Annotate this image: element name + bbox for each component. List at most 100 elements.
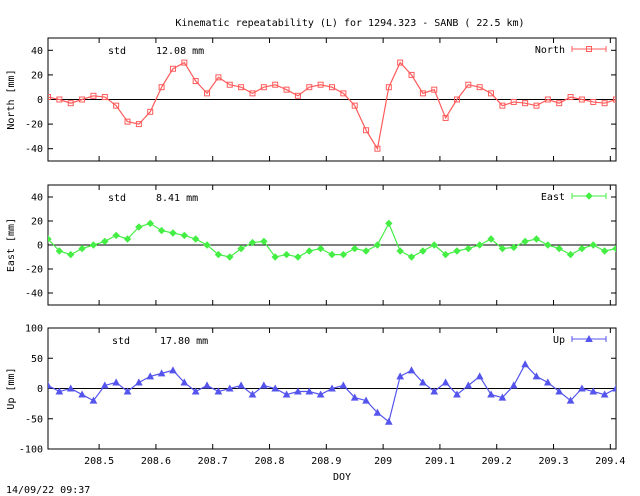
data-point <box>329 84 335 91</box>
data-point <box>48 381 52 389</box>
data-point <box>487 235 495 243</box>
series-line <box>48 363 616 423</box>
data-point <box>532 235 541 243</box>
data-point <box>351 244 359 253</box>
data-point <box>578 384 586 392</box>
legend-marker <box>585 192 593 200</box>
data-point <box>180 378 189 386</box>
x-tick-label: 208.7 <box>198 456 228 467</box>
data-point <box>260 237 268 246</box>
data-point <box>464 244 473 253</box>
data-point <box>169 366 177 374</box>
data-point <box>350 393 359 401</box>
data-point <box>78 390 86 398</box>
data-point <box>67 250 75 259</box>
y-tick-label: 0 <box>37 95 43 106</box>
data-point <box>384 417 393 425</box>
data-point <box>204 90 211 97</box>
x-tick-label: 209.4 <box>595 456 625 467</box>
data-point <box>237 381 245 389</box>
data-point <box>555 387 564 395</box>
data-point <box>158 84 165 91</box>
y-tick-label: -20 <box>25 265 43 276</box>
data-point <box>181 59 188 66</box>
data-point <box>600 390 609 398</box>
y-tick-label: 40 <box>31 46 43 57</box>
data-point <box>260 84 267 91</box>
data-point <box>532 372 541 380</box>
data-point <box>100 381 109 389</box>
x-tick-label: 209.3 <box>538 456 568 467</box>
chart-panels: 40 20 0 -20 -40 North [mm] std 12.08 mm North 40 2… <box>6 37 625 483</box>
data-point <box>442 114 449 121</box>
data-point <box>408 71 415 78</box>
data-point <box>112 231 120 240</box>
data-point <box>66 384 75 392</box>
data-point <box>225 384 234 392</box>
data-point <box>521 360 529 368</box>
y-tick-label: 0 <box>37 384 43 395</box>
y-tick-label: -40 <box>25 144 43 155</box>
data-point <box>248 238 257 247</box>
data-point <box>169 229 177 237</box>
y-tick-label: -100 <box>19 445 43 456</box>
x-tick-label: 209.2 <box>482 456 512 467</box>
chart-title: Kinematic repeatability (L) for 1294.323… <box>175 18 524 29</box>
data-point <box>340 90 347 97</box>
legend-marker <box>585 334 593 342</box>
data-point <box>237 244 245 253</box>
data-point <box>362 247 370 255</box>
y-tick-label: -20 <box>25 120 43 131</box>
data-point <box>48 235 52 243</box>
data-point <box>578 96 585 103</box>
data-point <box>112 378 121 386</box>
data-point <box>544 96 551 103</box>
data-point <box>566 250 575 259</box>
series-north <box>48 59 616 152</box>
data-point <box>90 92 97 99</box>
data-point <box>283 86 290 93</box>
data-point <box>555 244 563 253</box>
data-point <box>339 250 348 259</box>
data-point <box>55 387 64 395</box>
data-point <box>192 78 199 85</box>
data-point <box>441 378 450 386</box>
data-point <box>191 387 200 395</box>
data-point <box>316 390 325 398</box>
data-point <box>238 84 245 91</box>
x-axis-label: DOY <box>333 472 351 483</box>
data-point <box>191 235 200 243</box>
data-point <box>89 241 98 249</box>
data-point <box>135 223 143 231</box>
data-point <box>101 237 109 246</box>
data-point <box>226 253 234 261</box>
data-point <box>396 247 404 255</box>
data-point <box>316 244 325 253</box>
data-point <box>282 250 291 259</box>
data-point <box>397 59 404 66</box>
std-value: 17.80 mm <box>160 336 208 347</box>
data-point <box>475 241 484 249</box>
data-point <box>271 384 280 392</box>
data-point <box>487 390 495 398</box>
data-point <box>123 387 132 395</box>
x-tick-label: 209 <box>374 456 392 467</box>
y-axis-label: North [mm] <box>6 69 17 129</box>
data-point <box>589 241 597 249</box>
y-tick-label: 20 <box>31 70 43 81</box>
data-point <box>317 81 324 88</box>
y-tick-label: -40 <box>25 289 43 300</box>
data-point <box>135 378 143 386</box>
y-tick-label: -50 <box>25 414 43 425</box>
y-tick-label: 40 <box>31 193 43 204</box>
data-point <box>498 244 507 253</box>
data-point <box>373 408 382 416</box>
std-label: std <box>108 46 126 57</box>
data-point <box>113 102 120 109</box>
data-point <box>146 372 155 380</box>
data-point <box>613 96 616 103</box>
data-point <box>374 145 381 152</box>
legend-label: Up <box>553 335 565 346</box>
data-point <box>543 378 552 386</box>
data-point <box>226 81 233 88</box>
